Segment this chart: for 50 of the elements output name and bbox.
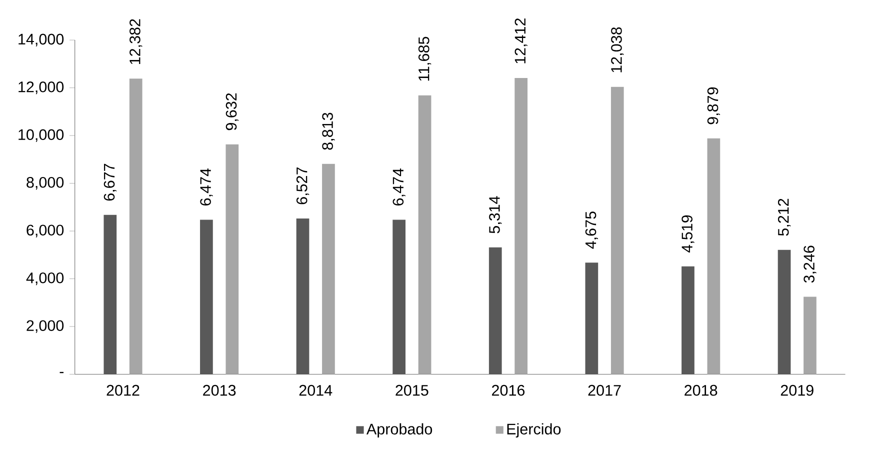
y-tick-label: 12,000: [18, 81, 64, 94]
data-label: 11,685: [418, 36, 432, 81]
data-label: 9,879: [707, 87, 720, 124]
data-label: 6,474: [200, 168, 213, 206]
data-label: 12,412: [514, 18, 528, 64]
y-tick-label: 10,000: [18, 129, 64, 142]
y-tick-label: 8,000: [26, 176, 64, 190]
bar: [104, 214, 117, 374]
bar: [418, 95, 432, 374]
x-tick-label: 2017: [588, 384, 621, 396]
data-label: 4,675: [585, 212, 598, 249]
x-tick-label: 2014: [299, 384, 332, 396]
bar: [392, 220, 406, 374]
bar: [226, 144, 239, 374]
data-label: 4,519: [682, 215, 694, 252]
data-label: 12,382: [130, 19, 142, 64]
data-label: 12,038: [611, 27, 624, 72]
bar: [129, 78, 142, 374]
data-label: 9,632: [226, 93, 238, 130]
bar: [778, 250, 791, 374]
x-tick-label: 2013: [203, 384, 236, 396]
data-label: 5,314: [489, 196, 502, 234]
y-tick-label: 2,000: [26, 320, 64, 333]
data-label: 8,813: [322, 112, 335, 150]
x-tick-label: 2015: [396, 384, 428, 396]
data-label: 3,246: [804, 246, 816, 283]
x-tick-label: 2019: [780, 384, 814, 396]
legend-label: Ejercido: [507, 423, 561, 438]
x-tick-label: 2016: [492, 384, 525, 396]
data-label: 6,677: [104, 164, 116, 201]
data-label: 5,212: [778, 198, 791, 236]
x-tick-label: 2018: [684, 384, 718, 396]
y-tick-label: 4,000: [26, 272, 64, 286]
y-tick-label: 6,000: [26, 224, 64, 238]
bar: [585, 262, 598, 374]
bar: [322, 164, 335, 374]
bar: [804, 296, 816, 374]
x-tick-label: 2012: [106, 384, 140, 396]
bar: [296, 218, 310, 374]
bar: [707, 138, 720, 374]
legend-label: Aprobado: [366, 423, 432, 438]
bar: [200, 220, 213, 374]
bar: [488, 247, 502, 374]
y-tick-label: 14,000: [18, 34, 64, 46]
data-label: 6,527: [296, 167, 310, 204]
bar: [514, 78, 528, 374]
bar: [682, 266, 694, 374]
bar: [610, 86, 624, 374]
data-label: 6,474: [392, 168, 406, 206]
y-tick-label: -: [60, 372, 64, 374]
